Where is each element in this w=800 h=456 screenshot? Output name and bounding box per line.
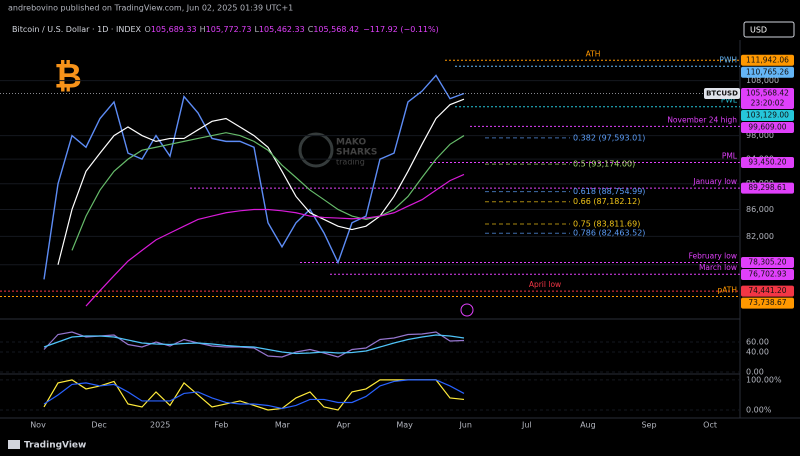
series-line <box>43 331 465 358</box>
y-tick-label: 100.00% <box>746 375 782 384</box>
price-tag-label: 111,942.06 <box>746 55 789 64</box>
x-tick-label: May <box>396 421 413 430</box>
series-line <box>43 74 465 280</box>
ohlc-value: 105,772.73 <box>206 25 252 34</box>
price-tag <box>741 66 794 78</box>
y-tick-label: 86,000 <box>746 205 774 214</box>
level-label: November 24 high <box>667 115 737 124</box>
ohlc-value: 105,568.42 <box>313 25 359 34</box>
level-label: April low <box>529 280 561 289</box>
x-tick-label: Oct <box>703 421 717 430</box>
currency[interactable]: USD <box>750 26 767 35</box>
ohlc-key: L <box>254 25 259 34</box>
level-label: pATH <box>717 285 737 294</box>
price-tag-label: 76,702.93 <box>748 270 786 279</box>
price-tag <box>741 121 794 133</box>
level-label: February low <box>689 252 737 261</box>
symbol: Bitcoin / U.S. Dollar · 1D · INDEX <box>12 25 142 34</box>
pane: 100.00% 0.00% <box>0 375 782 414</box>
ohlc-value: 105,462.33 <box>259 25 305 34</box>
x-tick-label: Aug <box>580 421 596 430</box>
pane: 78,00082,00086,00090,00094,00098,000108,… <box>0 49 779 307</box>
alert-icon[interactable] <box>460 303 474 317</box>
countdown: 23:20:02 <box>751 98 785 107</box>
price-tag <box>741 109 794 121</box>
price-tag-label: 93,450.20 <box>748 157 786 166</box>
price-tag <box>741 257 794 269</box>
ohlc-key: C <box>308 25 314 34</box>
symbol-line: Bitcoin / U.S. Dollar · 1D · INDEX O105,6… <box>12 25 439 34</box>
price-tag <box>741 285 794 297</box>
fib-label: 0.786 (82,463.52) <box>573 229 645 238</box>
last-price-tag <box>741 87 794 109</box>
price-tag <box>741 269 794 281</box>
x-tick-label: Dec <box>91 421 106 430</box>
price-tag-label: 89,298.61 <box>748 183 786 192</box>
series-line <box>43 334 465 355</box>
y-tick-label: 0.00 <box>746 368 764 377</box>
fib-label: 0.382 (97,593.01) <box>573 133 645 142</box>
fib-label: 0.5 (93,174.00) <box>573 160 635 169</box>
price-tag <box>741 54 794 66</box>
price-tag-label: 78,305.20 <box>748 258 786 267</box>
y-tick-label: 98,000 <box>746 131 774 140</box>
price-tag <box>741 156 794 168</box>
level-label: March low <box>699 263 737 272</box>
ohlc-value: 105,689.33 <box>151 25 197 34</box>
change: −117.92 (−0.11%) <box>363 25 439 34</box>
series-line <box>43 379 465 411</box>
level-label: PWL <box>721 96 738 105</box>
y-tick-label: 60.00 <box>746 338 769 347</box>
symbol-tag-label: BTCUSD <box>706 89 738 97</box>
currency-button[interactable] <box>743 21 795 38</box>
watermark-text: SHARKS <box>336 148 377 158</box>
fib-label: 0.618 (88,754.99) <box>573 187 645 196</box>
symbol-tag <box>704 87 740 99</box>
x-tick-label: Apr <box>337 421 352 430</box>
x-tick-label: Feb <box>214 421 228 430</box>
level-label: January low <box>692 177 737 186</box>
series-line <box>57 98 465 265</box>
footer-logo <box>8 440 20 449</box>
level-label: PWH <box>719 55 737 64</box>
logo: ₿ <box>54 57 82 97</box>
watermark: MAKO SHARKS trading <box>298 132 377 168</box>
price-tag-label: 103,129.00 <box>746 110 789 119</box>
footer: TradingView <box>24 441 86 451</box>
x-tick-label: Jul <box>521 421 532 430</box>
series-line <box>43 379 465 410</box>
series-line <box>85 173 465 307</box>
price-tag-label: 110,765.26 <box>746 67 789 76</box>
level-label: PML <box>722 151 738 160</box>
ohlc-key: H <box>200 25 206 34</box>
y-tick-label: 0.00% <box>746 405 772 414</box>
watermark-icon <box>298 132 334 168</box>
ohlc-key: O <box>145 25 151 34</box>
level-label: ATH <box>586 49 601 58</box>
x-tick-label: Nov <box>30 421 46 430</box>
watermark-text: MAKO <box>336 138 366 148</box>
series-line <box>71 132 465 251</box>
y-tick-label: 108,000 <box>746 76 779 85</box>
fib-label: 0.75 (83,811.69) <box>573 220 640 229</box>
y-tick-label: 82,000 <box>746 232 774 241</box>
price-tag-label: 73,738.67 <box>748 298 786 307</box>
y-tick-label: 40.00 <box>746 348 769 357</box>
price-tag <box>741 297 794 309</box>
watermark-text: trading <box>336 158 365 167</box>
price-tag <box>741 182 794 194</box>
publisher: andrebovino published on TradingView.com… <box>8 4 293 13</box>
last-price-label: 105,568.42 <box>746 88 789 97</box>
fib-label: 0.66 (87,182.12) <box>573 197 640 206</box>
price-tag-label: 74,441.20 <box>748 286 786 295</box>
x-tick-label: Jun <box>458 421 472 430</box>
x-tick-label: 2025 <box>150 421 170 430</box>
price-tag-label: 99,609.00 <box>748 122 786 131</box>
x-tick-label: Sep <box>641 421 656 430</box>
x-tick-label: Mar <box>275 421 291 430</box>
